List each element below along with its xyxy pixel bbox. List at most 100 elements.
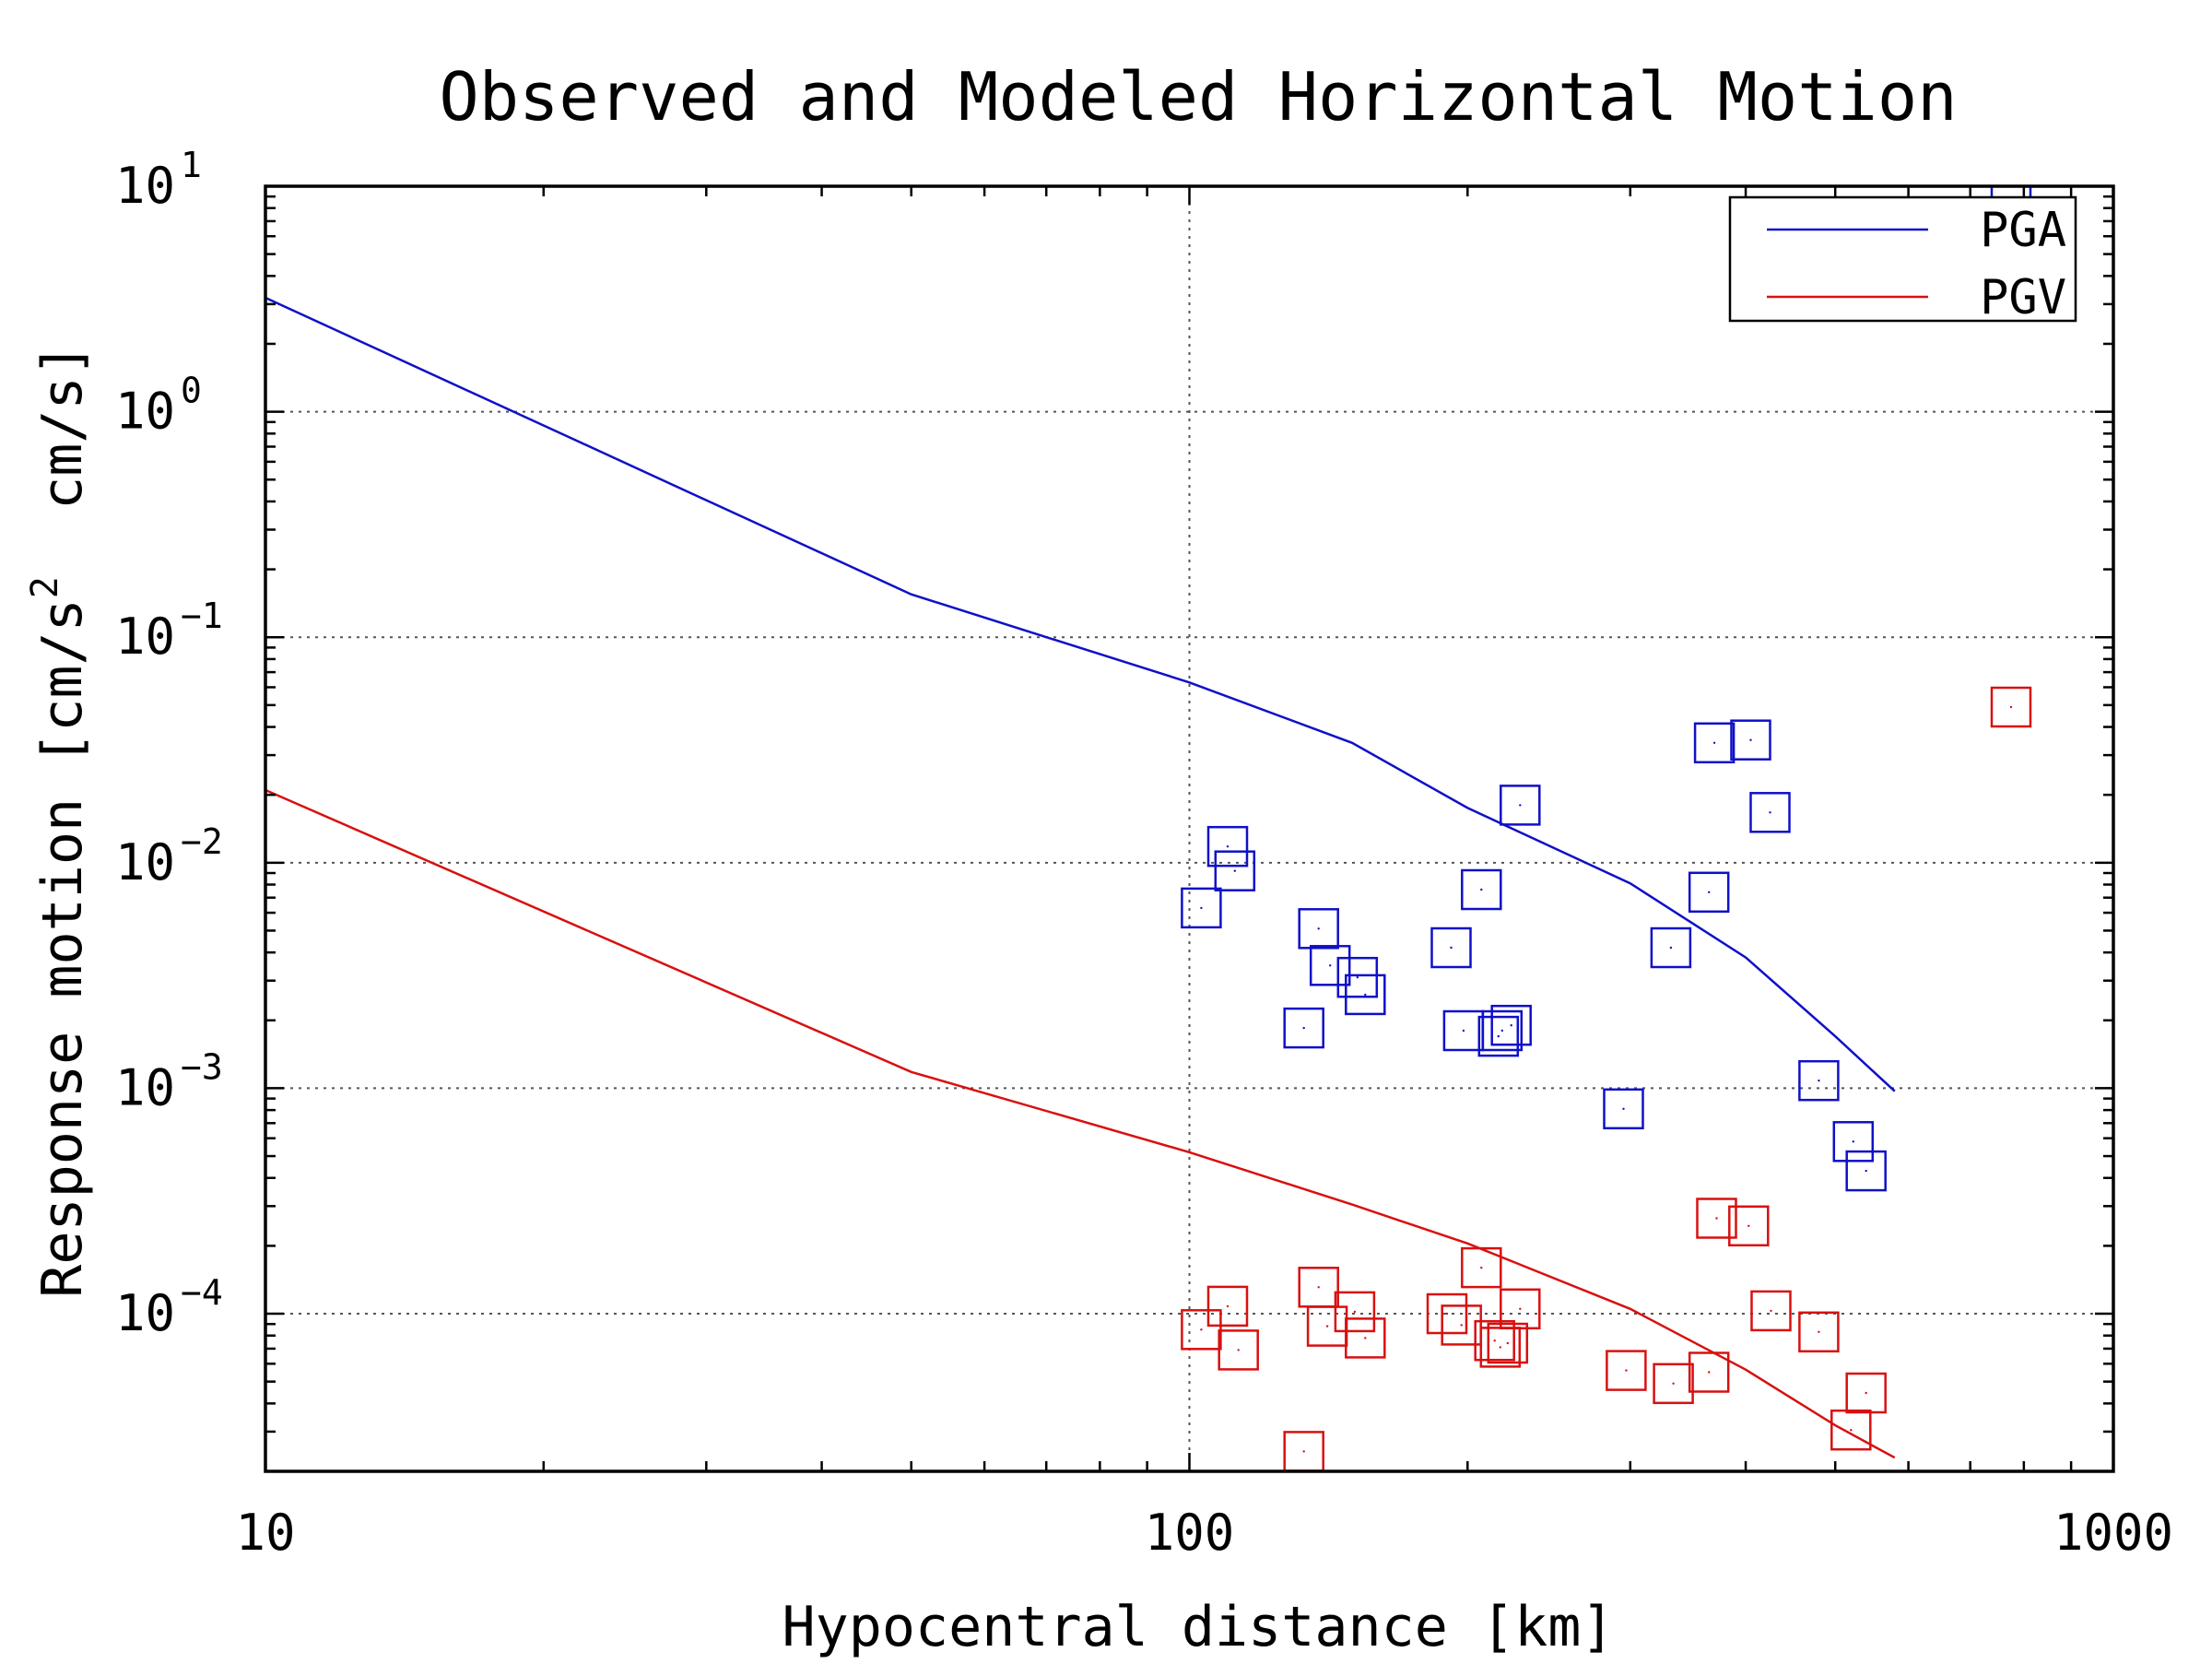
data-point-marker bbox=[1990, 686, 2032, 728]
data-point-center bbox=[1497, 1034, 1500, 1038]
y-tick-label: 10 1 bbox=[115, 145, 202, 215]
data-point-marker bbox=[1345, 974, 1386, 1016]
data-point-center bbox=[1708, 891, 1711, 893]
y-axis-title-part-1: Response motion [cm/s bbox=[30, 598, 95, 1298]
data-point-marker bbox=[1461, 1246, 1502, 1289]
x-tick-label: 100 bbox=[1145, 1504, 1235, 1562]
data-point-marker bbox=[1309, 945, 1351, 986]
data-point-center bbox=[1317, 1286, 1320, 1289]
series-layer bbox=[265, 184, 2032, 1472]
data-point-center bbox=[1450, 946, 1453, 950]
y-axis-title-exponent: 2 bbox=[24, 576, 66, 598]
x-axis-title: Hypocentral distance [km] bbox=[782, 1595, 1614, 1659]
data-point-marker bbox=[1500, 1288, 1541, 1330]
data-point-marker bbox=[1283, 1007, 1324, 1049]
data-point-marker bbox=[1345, 1317, 1386, 1359]
data-point-center bbox=[1625, 1369, 1628, 1372]
data-point-center bbox=[1480, 888, 1483, 891]
series-pgv bbox=[265, 788, 1896, 1459]
legend: PGA PGV bbox=[1728, 195, 2077, 325]
data-point-marker bbox=[1206, 1285, 1249, 1328]
legend-box bbox=[1728, 195, 2077, 323]
data-point-center bbox=[1237, 1349, 1240, 1351]
y-tick-label-exponent: −1 bbox=[181, 596, 223, 636]
y-tick-label-base: 10 bbox=[115, 1058, 175, 1116]
data-point-marker bbox=[1214, 850, 1256, 891]
data-point-center bbox=[1500, 1029, 1504, 1033]
data-point-marker bbox=[1798, 1311, 1840, 1353]
y-tick-label-base: 10 bbox=[115, 383, 175, 441]
data-point-marker bbox=[1206, 825, 1249, 867]
data-point-center bbox=[1669, 946, 1673, 950]
y-axis-title: Response motion [cm/s2 cm/s] bbox=[24, 343, 95, 1298]
y-tick-label: 10 −2 bbox=[115, 821, 223, 891]
data-point-marker bbox=[1334, 1291, 1376, 1333]
data-point-center bbox=[1747, 1224, 1750, 1228]
series-pgv-observed bbox=[1181, 686, 2032, 1472]
data-point-marker bbox=[1650, 926, 1692, 969]
data-point-marker bbox=[1430, 926, 1472, 969]
legend-label-pgv: PGV bbox=[1980, 270, 2066, 325]
data-point-marker bbox=[1696, 1198, 1737, 1239]
data-point-center bbox=[1445, 1312, 1449, 1316]
data-point-center bbox=[1480, 1266, 1483, 1269]
x-tick-label: 1000 bbox=[2053, 1504, 2173, 1562]
data-point-marker bbox=[1474, 1319, 1515, 1362]
data-point-center bbox=[1460, 1324, 1463, 1327]
data-point-marker bbox=[1730, 719, 1771, 761]
axes-layer bbox=[264, 184, 2115, 1473]
series-pga bbox=[265, 296, 1896, 1092]
pgv-model-line bbox=[265, 788, 1896, 1459]
y-tick-label-exponent: −2 bbox=[181, 821, 223, 862]
chart-title: Observed and Modeled Horizontal Motion bbox=[439, 58, 1957, 136]
data-point-center bbox=[2009, 705, 2013, 709]
data-point-marker bbox=[1606, 1350, 1647, 1391]
y-tick-label-exponent: 1 bbox=[181, 145, 202, 185]
grid-layer bbox=[265, 186, 2113, 1471]
data-point-center bbox=[1353, 1310, 1357, 1314]
y-tick-label: 10 −1 bbox=[115, 596, 223, 666]
data-point-center bbox=[1364, 993, 1367, 997]
data-point-center bbox=[1715, 1217, 1718, 1220]
data-point-marker bbox=[1441, 1304, 1482, 1346]
data-point-marker bbox=[1830, 1409, 1872, 1451]
data-point-center bbox=[1712, 741, 1716, 744]
data-point-marker bbox=[1832, 1121, 1875, 1162]
y-axis-title-part-2: cm/s] bbox=[30, 343, 95, 576]
data-point-marker bbox=[1653, 1363, 1694, 1405]
data-point-center bbox=[1865, 1169, 1867, 1173]
data-point-center bbox=[1302, 1026, 1305, 1030]
data-point-center bbox=[1226, 845, 1230, 848]
legend-label-pga: PGA bbox=[1980, 203, 2066, 258]
data-point-center bbox=[1200, 906, 1203, 910]
data-point-center bbox=[1622, 1107, 1625, 1111]
y-tick-label: 10 −4 bbox=[115, 1272, 223, 1342]
y-tick-label: 10 0 bbox=[115, 371, 202, 441]
y-tick-label-exponent: −3 bbox=[181, 1046, 223, 1087]
data-point-center bbox=[1510, 1024, 1512, 1027]
y-tick-label-exponent: 0 bbox=[181, 371, 202, 411]
data-point-center bbox=[1329, 964, 1332, 967]
data-point-center bbox=[1818, 1080, 1820, 1082]
data-point-center bbox=[1233, 869, 1237, 872]
data-point-marker bbox=[1487, 1322, 1529, 1364]
data-point-marker bbox=[1845, 1150, 1887, 1192]
data-point-center bbox=[1462, 1029, 1465, 1033]
y-tick-label-base: 10 bbox=[115, 1284, 175, 1342]
data-point-center bbox=[1325, 1325, 1329, 1328]
data-point-center bbox=[1672, 1382, 1675, 1386]
y-tick-label-exponent: −4 bbox=[181, 1272, 223, 1313]
data-point-center bbox=[1506, 1341, 1510, 1345]
data-point-marker bbox=[1798, 1059, 1840, 1102]
data-point-marker bbox=[1481, 1009, 1524, 1052]
data-point-marker bbox=[1477, 1015, 1520, 1057]
y-tick-label-base: 10 bbox=[115, 833, 175, 891]
data-point-center bbox=[1769, 811, 1771, 814]
data-point-marker bbox=[1461, 868, 1502, 911]
data-point-marker bbox=[1693, 722, 1735, 764]
data-point-marker bbox=[1688, 1351, 1730, 1393]
data-point-marker bbox=[1688, 871, 1730, 914]
data-point-center bbox=[1770, 1309, 1772, 1313]
data-point-center bbox=[1749, 738, 1752, 741]
